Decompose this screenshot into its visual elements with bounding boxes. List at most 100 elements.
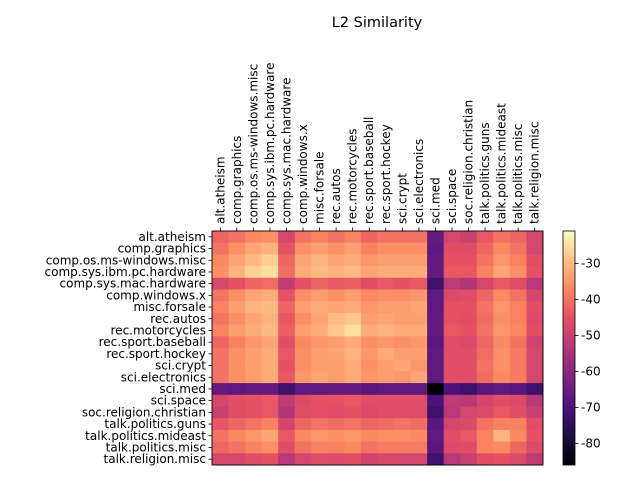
heatmap-cell	[278, 383, 296, 396]
heatmap-cell	[261, 301, 279, 314]
heatmap-cell	[360, 429, 378, 442]
heatmap-cell	[327, 336, 345, 349]
heatmap-cell	[311, 231, 329, 244]
y-tick-label: rec.autos	[150, 312, 206, 326]
heatmap-cell	[212, 453, 229, 466]
heatmap-cell	[394, 301, 411, 314]
heatmap-cell	[460, 277, 478, 290]
heatmap-cell	[460, 453, 478, 466]
heatmap-cell	[245, 301, 263, 314]
y-tick-label: comp.sys.ibm.pc.hardware	[45, 265, 206, 279]
y-tick-label: comp.os.ms-windows.misc	[46, 253, 206, 267]
heatmap-cell	[460, 301, 478, 314]
heatmap-cell	[212, 277, 229, 290]
heatmap-cell	[526, 371, 544, 384]
heatmap-cell	[245, 266, 263, 279]
heatmap-cell	[311, 312, 329, 325]
x-tick-label: soc.religion.christian	[462, 100, 476, 224]
heatmap-cell	[493, 406, 511, 419]
heatmap-cell	[410, 336, 428, 349]
heatmap-cell	[443, 277, 461, 290]
heatmap-cell	[327, 242, 345, 255]
heatmap-cell	[245, 312, 263, 325]
heatmap-cell	[377, 301, 395, 314]
heatmap-cell	[278, 231, 296, 244]
heatmap-cell	[443, 312, 461, 325]
heatmap-cell	[509, 242, 527, 255]
heatmap-cell	[245, 277, 263, 290]
heatmap-cell	[344, 231, 362, 244]
heatmap-cell	[526, 359, 544, 372]
heatmap-cell	[460, 266, 478, 279]
heatmap-cell	[344, 254, 362, 267]
heatmap-cell	[344, 266, 362, 279]
x-tick-label: sci.space	[445, 169, 459, 224]
heatmap-cell	[460, 336, 478, 349]
y-tick-label: sci.med	[159, 382, 206, 396]
x-tick-label: misc.forsale	[313, 151, 327, 224]
heatmap-cell	[394, 336, 411, 349]
heatmap-cell	[212, 266, 229, 279]
heatmap-cell	[476, 289, 494, 302]
heatmap-cell	[212, 301, 229, 314]
heatmap-cell	[526, 336, 544, 349]
heatmap-cell	[509, 312, 527, 325]
heatmap-cell	[377, 359, 395, 372]
heatmap-cell	[360, 348, 378, 361]
heatmap-cell	[526, 231, 544, 244]
heatmap-cell	[261, 441, 279, 454]
y-tick-label: talk.politics.mideast	[85, 429, 206, 443]
heatmap-cell	[261, 383, 279, 396]
heatmap-cell	[460, 312, 478, 325]
heatmap-cell	[212, 348, 229, 361]
heatmap-cell	[212, 383, 229, 396]
heatmap-cell	[460, 254, 478, 267]
heatmap-cell	[228, 418, 246, 431]
heatmap-cell	[526, 348, 544, 361]
heatmap-cell	[410, 289, 428, 302]
heatmap-cell	[245, 406, 263, 419]
heatmap-cell	[360, 406, 378, 419]
heatmap-cell	[360, 371, 378, 384]
heatmap-cell	[394, 359, 411, 372]
heatmap-cell	[443, 453, 461, 466]
heatmap-cell	[526, 242, 544, 255]
heatmap-cell	[443, 406, 461, 419]
heatmap-cell	[509, 406, 527, 419]
heatmap-cell	[394, 383, 411, 396]
heatmap-cell	[443, 242, 461, 255]
heatmap-cell	[327, 371, 345, 384]
heatmap-cell	[526, 301, 544, 314]
heatmap-cell	[294, 418, 312, 431]
heatmap-cell	[427, 441, 445, 454]
heatmap-cell	[460, 324, 478, 337]
x-tick-label: talk.politics.guns	[478, 122, 492, 224]
colorbar-tick-label: -80	[581, 436, 601, 450]
heatmap-cell	[493, 429, 511, 442]
colorbar-tick-label: -50	[581, 328, 601, 342]
heatmap-cell	[377, 348, 395, 361]
heatmap-cell	[476, 394, 494, 407]
heatmap-cell	[344, 371, 362, 384]
heatmap-cell	[427, 254, 445, 267]
heatmap-cell	[228, 231, 246, 244]
y-tick-label: comp.sys.mac.hardware	[60, 277, 206, 291]
heatmap-cell	[261, 418, 279, 431]
heatmap-cell	[493, 242, 511, 255]
heatmap-cell	[344, 406, 362, 419]
heatmap-cell	[509, 277, 527, 290]
heatmap-cell	[360, 453, 378, 466]
heatmap-cell	[509, 336, 527, 349]
heatmap-cell	[509, 359, 527, 372]
heatmap-cell	[327, 266, 345, 279]
heatmap-cell	[394, 324, 411, 337]
heatmap-cell	[443, 289, 461, 302]
heatmap-cell	[460, 289, 478, 302]
heatmap-cell	[228, 336, 246, 349]
heatmap-cell	[443, 348, 461, 361]
heatmap-cell	[311, 359, 329, 372]
heatmap-cell	[526, 453, 544, 466]
heatmap-cell	[327, 277, 345, 290]
heatmap-cell	[294, 359, 312, 372]
